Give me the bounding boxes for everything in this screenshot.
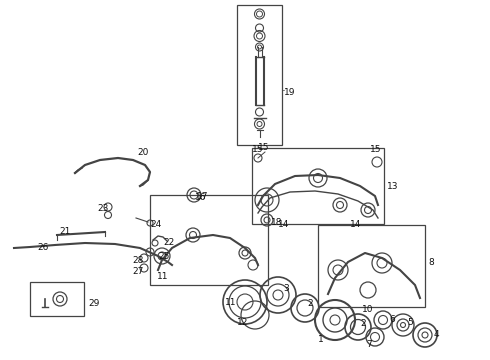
Text: 14: 14: [278, 220, 290, 229]
Text: 21: 21: [59, 227, 71, 236]
Bar: [30, 282, 84, 316]
Text: 13: 13: [387, 182, 398, 191]
Text: 26: 26: [37, 243, 49, 252]
Bar: [252, 148, 384, 224]
Text: 3: 3: [283, 284, 289, 293]
Text: 15: 15: [252, 145, 264, 154]
Text: 25: 25: [158, 252, 170, 261]
Text: 2: 2: [307, 299, 313, 308]
Text: 8: 8: [428, 258, 434, 267]
Text: 14: 14: [350, 220, 361, 229]
Text: 2: 2: [360, 319, 366, 328]
Text: 28: 28: [132, 256, 144, 265]
Text: 1: 1: [318, 335, 324, 344]
Bar: [150, 195, 268, 285]
Text: 23: 23: [97, 204, 108, 213]
Bar: [237, 5, 282, 145]
Text: 5: 5: [407, 318, 413, 327]
Text: 10: 10: [362, 305, 373, 314]
Text: 18: 18: [271, 218, 283, 227]
Text: 17: 17: [197, 192, 209, 201]
Text: 16: 16: [195, 193, 206, 202]
Text: 22: 22: [163, 238, 174, 247]
Text: 15: 15: [258, 143, 270, 152]
Text: 12: 12: [237, 318, 248, 327]
Text: 11: 11: [157, 272, 169, 281]
Text: 24: 24: [150, 220, 161, 229]
Text: 29: 29: [88, 299, 99, 308]
Text: 6: 6: [389, 315, 395, 324]
Text: 11: 11: [225, 298, 237, 307]
Text: 7: 7: [366, 340, 372, 349]
Text: 15: 15: [370, 145, 382, 154]
Text: 4: 4: [434, 330, 440, 339]
Bar: [318, 225, 425, 307]
Text: 19: 19: [284, 88, 295, 97]
Text: 20: 20: [137, 148, 148, 157]
Text: 27: 27: [132, 267, 144, 276]
